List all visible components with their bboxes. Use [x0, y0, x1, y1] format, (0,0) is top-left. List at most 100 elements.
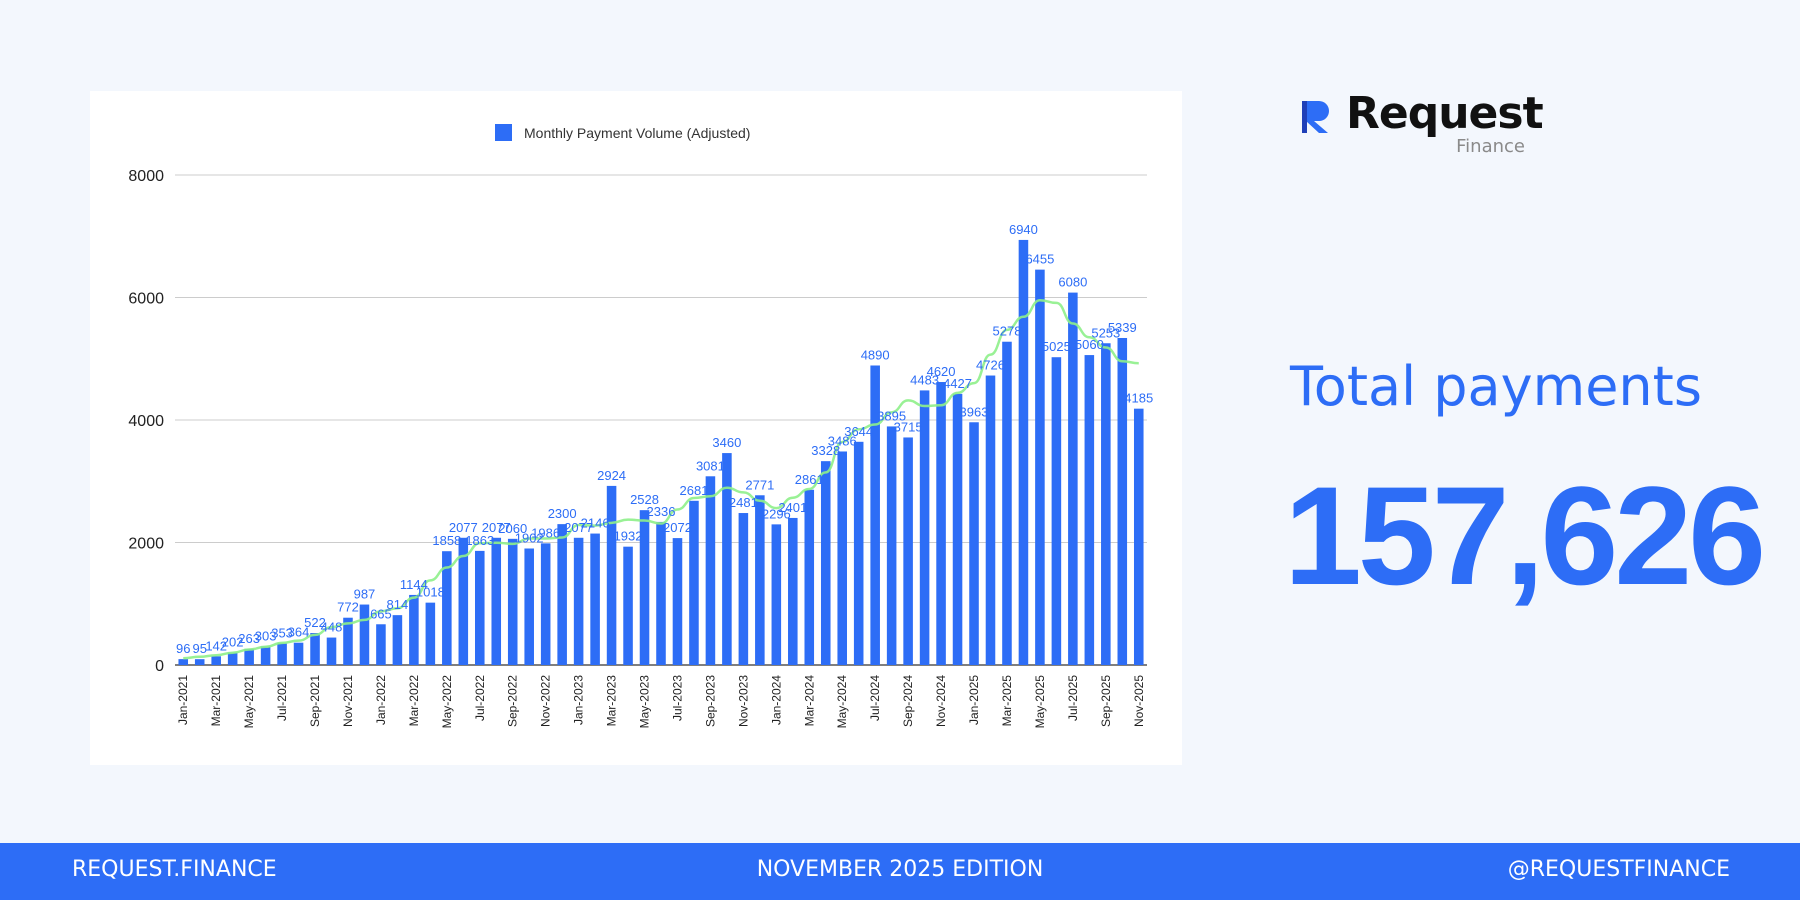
- data-label: 2924: [597, 468, 626, 483]
- legend-label: Monthly Payment Volume (Adjusted): [524, 125, 750, 141]
- x-tick-label: Sep-2025: [1099, 675, 1113, 727]
- x-tick-label: May-2024: [835, 675, 849, 729]
- data-label: 3644: [844, 424, 873, 439]
- y-tick-label: 6000: [128, 291, 164, 308]
- data-label: 364: [288, 625, 310, 640]
- data-label: 1863: [465, 533, 494, 548]
- x-tick-label: Nov-2024: [934, 675, 948, 727]
- bar: [227, 652, 238, 665]
- data-label: 4185: [1124, 391, 1153, 406]
- bar: [260, 646, 271, 665]
- bar: [623, 546, 633, 665]
- data-label: 2861: [795, 472, 824, 487]
- bar: [870, 365, 880, 665]
- x-tick-label: Mar-2025: [1000, 675, 1014, 727]
- data-label: 263: [238, 631, 260, 646]
- data-label: 1018: [416, 585, 445, 600]
- data-label: 202: [222, 635, 244, 650]
- data-label: 6940: [1009, 222, 1038, 237]
- bar: [376, 624, 386, 665]
- data-label: 4483: [910, 372, 939, 387]
- bar: [1051, 357, 1062, 665]
- data-label: 3328: [811, 443, 840, 458]
- footer-handle: @REQUESTFINANCE: [1507, 857, 1730, 882]
- x-tick-label: Mar-2023: [605, 675, 619, 727]
- x-tick-label: Jan-2025: [967, 675, 981, 725]
- footer-bar: NOVEMBER 2025 EDITION REQUEST.FINANCE @R…: [0, 843, 1800, 900]
- bar: [194, 659, 205, 665]
- data-label: 4620: [927, 364, 956, 379]
- bar: [1084, 355, 1095, 665]
- data-label: 2481: [729, 495, 758, 510]
- data-label: 1986: [531, 525, 560, 540]
- legend-swatch: [495, 124, 512, 141]
- total-payments-label: Total payments: [1290, 355, 1702, 418]
- bar: [820, 461, 831, 665]
- bar: [293, 642, 304, 665]
- data-label: 96: [176, 641, 190, 656]
- bar: [722, 453, 732, 665]
- x-tick-label: Jul-2022: [473, 675, 487, 721]
- bar: [310, 633, 320, 665]
- bar: [853, 441, 864, 665]
- data-label: 522: [304, 615, 326, 630]
- data-label: 3486: [828, 433, 857, 448]
- data-label: 3081: [696, 458, 725, 473]
- data-label: 2146: [581, 516, 610, 531]
- data-label: 2060: [498, 521, 527, 536]
- data-label: 5060: [1075, 337, 1104, 352]
- bar: [1035, 269, 1045, 665]
- footer-edition: NOVEMBER 2025 EDITION: [756, 857, 1044, 882]
- chart-card: 96 95 142 202 263 303 353 364 522 448 772 987 665 814…: [90, 91, 1182, 765]
- data-label: 2681: [679, 483, 708, 498]
- bar: [178, 659, 189, 665]
- data-label: 1932: [614, 529, 643, 544]
- data-label: 142: [205, 638, 227, 653]
- x-tick-label: Mar-2024: [802, 675, 816, 727]
- data-label: 6455: [1025, 252, 1054, 267]
- data-label: 5253: [1091, 325, 1120, 340]
- bar: [277, 643, 287, 665]
- bar: [475, 550, 485, 665]
- bar: [804, 489, 815, 665]
- bar: [672, 538, 683, 665]
- data-label: 95: [192, 641, 206, 656]
- bar: [590, 533, 600, 665]
- x-tick-label: May-2025: [1033, 675, 1047, 729]
- footer-website: REQUEST.FINANCE: [72, 857, 277, 882]
- bar: [639, 510, 650, 665]
- bar: [1117, 337, 1128, 665]
- brand-sub: Finance: [1456, 136, 1525, 157]
- data-label: 1858: [432, 533, 461, 548]
- bar: [705, 476, 716, 665]
- bar: [244, 648, 254, 665]
- data-label: 5339: [1108, 320, 1137, 335]
- bar: [1018, 239, 1029, 666]
- x-tick-label: Sep-2022: [506, 675, 520, 727]
- x-tick-label: Mar-2021: [209, 675, 223, 727]
- bar: [409, 594, 419, 665]
- x-axis-ticks: Jan-2021 Mar-2021 May-2021 Jul-2021 Sep-2021…: [176, 675, 1146, 729]
- bar: [343, 617, 353, 665]
- total-payments-value: 157,626: [1284, 457, 1766, 614]
- data-label: 2077: [564, 520, 593, 535]
- data-label: 3963: [960, 404, 989, 419]
- data-label: 3895: [877, 408, 906, 423]
- bar: [359, 604, 370, 665]
- bar: [969, 422, 979, 665]
- brand-logo: Request Finance: [1298, 88, 1544, 162]
- x-tick-label: Nov-2023: [736, 675, 750, 727]
- bar: [755, 495, 765, 665]
- x-tick-label: Jan-2024: [769, 675, 783, 725]
- request-logo-icon: [1302, 101, 1329, 133]
- data-label: 353: [271, 625, 293, 640]
- bar: [1002, 341, 1012, 665]
- bar: [919, 390, 930, 665]
- y-tick-label: 2000: [128, 536, 164, 553]
- data-label: 2296: [762, 506, 791, 521]
- bar: [1133, 408, 1144, 665]
- x-tick-label: Jul-2023: [670, 675, 684, 721]
- x-tick-label: Jul-2021: [275, 675, 289, 721]
